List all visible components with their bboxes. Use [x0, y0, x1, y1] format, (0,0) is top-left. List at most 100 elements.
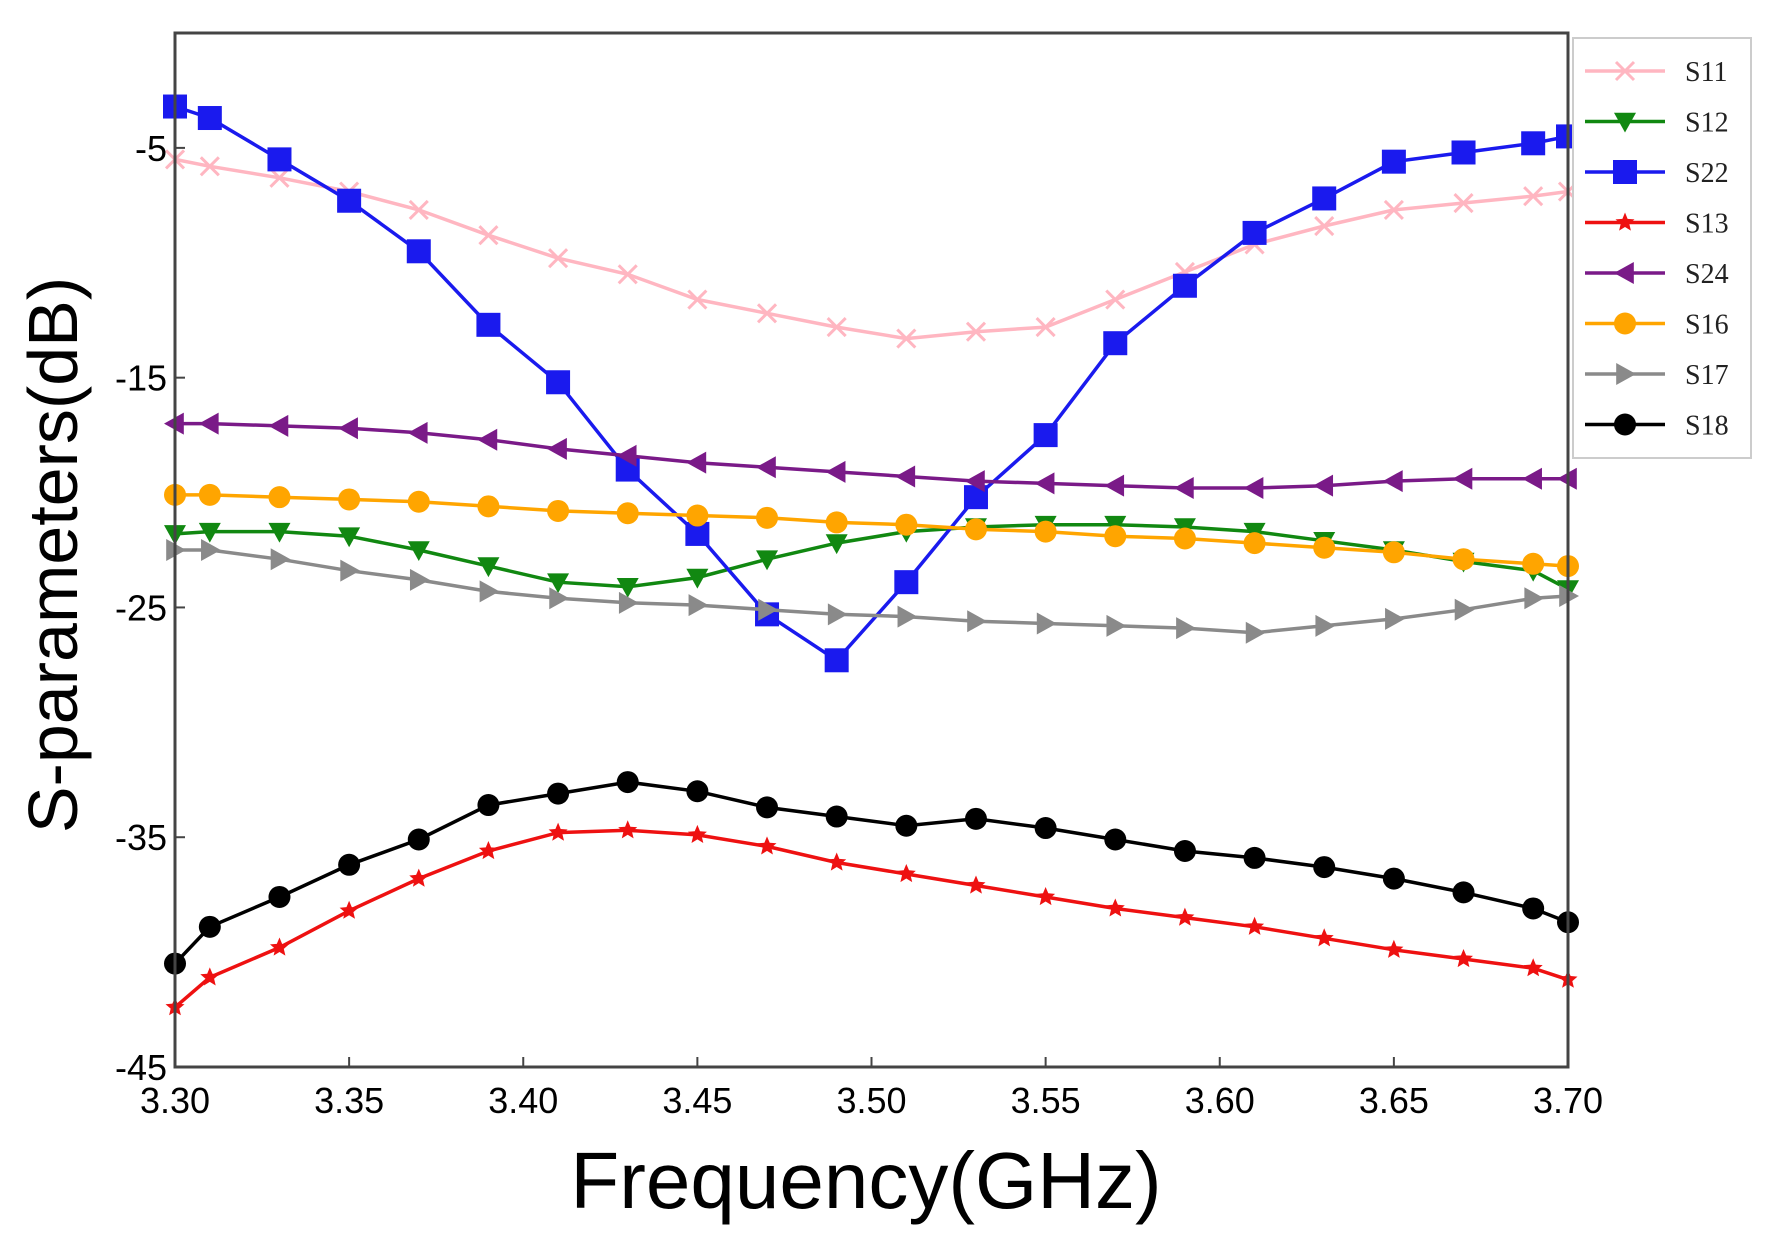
data-point-s24 — [1522, 467, 1542, 490]
data-point-s17 — [967, 610, 987, 633]
data-point-s16 — [1382, 541, 1405, 564]
data-point-s13 — [409, 868, 429, 887]
series-line-s22 — [174, 104, 1569, 663]
legend-marker — [1614, 312, 1636, 335]
data-point-s22 — [337, 188, 362, 213]
data-point-s17 — [270, 548, 291, 571]
legend-label: S24 — [1685, 259, 1729, 290]
data-point-s16 — [686, 504, 709, 527]
data-point-s22 — [1312, 186, 1337, 211]
plot-area — [163, 94, 1580, 1016]
data-point-s18 — [1522, 897, 1545, 920]
series-line-s18 — [173, 780, 1569, 965]
data-point-s16 — [756, 506, 779, 529]
data-point-s16 — [1522, 552, 1545, 575]
data-point-s13 — [1105, 898, 1125, 917]
legend-entry-s18: S18 — [1585, 411, 1729, 442]
data-point-s24 — [825, 460, 846, 483]
y-axis-title: S-parameters(dB) — [14, 277, 92, 833]
data-point-s16 — [964, 518, 987, 541]
data-point-s11 — [548, 248, 569, 269]
data-point-s18 — [1243, 846, 1266, 869]
data-point-s18 — [1382, 867, 1405, 890]
series-line-s24 — [175, 421, 1568, 490]
legend-entry-s24: S24 — [1585, 259, 1729, 290]
data-point-s13 — [618, 820, 638, 839]
data-point-s18 — [964, 807, 987, 830]
data-point-s17 — [479, 580, 500, 603]
data-point-s13 — [827, 852, 847, 871]
series-s22 — [163, 94, 1580, 673]
data-point-s18 — [1452, 881, 1475, 904]
y-tick-label: -35 — [115, 817, 167, 858]
data-point-s24 — [547, 437, 567, 460]
x-tick-label: 3.60 — [1185, 1080, 1255, 1121]
data-point-s13 — [1523, 958, 1543, 977]
data-point-s17 — [1176, 617, 1196, 640]
series-line-s13 — [173, 828, 1569, 1009]
legend-label: S13 — [1685, 209, 1729, 240]
data-point-s17 — [1245, 621, 1266, 644]
x-tick-label: 3.30 — [140, 1080, 210, 1121]
data-point-s24 — [616, 444, 637, 467]
data-point-s18 — [1173, 840, 1196, 863]
data-point-s17 — [1106, 614, 1127, 637]
data-point-s22 — [1033, 423, 1058, 448]
x-tick-label: 3.40 — [488, 1080, 558, 1121]
data-point-s16 — [825, 511, 848, 534]
data-point-s18 — [407, 828, 430, 851]
data-point-s17 — [758, 598, 779, 621]
data-point-s12 — [547, 573, 570, 594]
data-point-s17 — [549, 587, 570, 610]
data-point-s18 — [198, 915, 221, 938]
x-axis-title: Frequency(GHz) — [570, 1136, 1161, 1225]
data-point-s17 — [1524, 587, 1545, 610]
data-point-s22 — [546, 370, 571, 395]
data-point-s18 — [547, 782, 570, 805]
data-point-s11 — [756, 303, 778, 324]
data-point-s24 — [407, 421, 428, 444]
legend-entry-s13: S13 — [1585, 209, 1729, 240]
data-point-s16 — [547, 499, 570, 522]
data-point-s11 — [965, 321, 987, 342]
data-point-s18 — [477, 794, 500, 817]
x-tick-label: 3.35 — [314, 1080, 384, 1121]
data-point-s18 — [1313, 856, 1336, 879]
data-point-s11 — [896, 328, 917, 349]
data-point-s13 — [687, 824, 707, 843]
legend-marker — [1614, 262, 1634, 284]
data-point-s22 — [267, 147, 292, 172]
legend-label: S17 — [1685, 360, 1729, 391]
data-point-s22 — [476, 312, 501, 337]
data-point-s13 — [757, 836, 777, 855]
data-point-s11 — [1105, 289, 1126, 310]
legend-label: S12 — [1685, 108, 1729, 139]
x-tick-label: 3.50 — [836, 1080, 906, 1121]
data-point-s24 — [1104, 474, 1125, 497]
data-point-s17 — [1036, 612, 1057, 635]
data-point-s11 — [478, 225, 499, 246]
data-point-s11 — [1314, 215, 1335, 237]
data-point-s16 — [1173, 527, 1196, 550]
legend-label: S11 — [1685, 57, 1728, 88]
data-point-s18 — [338, 853, 361, 876]
series-s12 — [164, 515, 1579, 601]
data-point-s24 — [1034, 472, 1055, 495]
data-point-s12 — [756, 550, 779, 571]
data-point-s12 — [198, 522, 221, 543]
y-tick-label: -25 — [115, 587, 167, 628]
data-point-s13 — [1314, 928, 1334, 947]
data-point-s18 — [1104, 828, 1127, 851]
data-point-s12 — [825, 534, 848, 555]
data-point-s22 — [1242, 220, 1267, 245]
data-point-s16 — [616, 502, 639, 525]
series-s11 — [164, 149, 1579, 349]
data-point-s17 — [827, 603, 848, 626]
data-point-s11 — [617, 264, 638, 285]
data-point-s18 — [825, 805, 848, 828]
series-line-s12 — [174, 522, 1569, 591]
data-point-s11 — [1523, 186, 1544, 207]
y-tick-label: -45 — [115, 1047, 167, 1088]
legend-entry-s22: S22 — [1585, 158, 1729, 189]
series-s24 — [164, 412, 1577, 499]
